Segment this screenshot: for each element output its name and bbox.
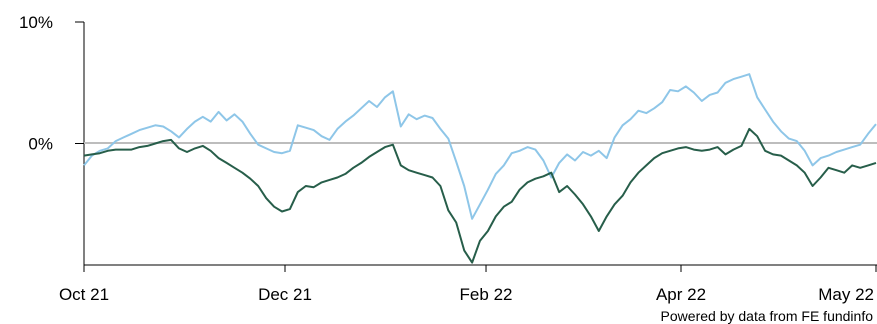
- x-axis-ticks: Oct 21 Dec 21 Feb 22 Apr 22 May 22: [59, 265, 877, 304]
- x-tick-label: Apr 22: [656, 285, 706, 304]
- y-tick-label: 10%: [19, 13, 53, 32]
- x-tick-label: Dec 21: [258, 285, 312, 304]
- x-tick-label: Feb 22: [460, 285, 513, 304]
- y-tick-label: 0%: [28, 135, 53, 154]
- series-layer: [83, 73, 877, 264]
- x-tick-label: Oct 21: [59, 285, 109, 304]
- series-line-2: [83, 127, 877, 264]
- credit-text: Powered by data from FE fundinfo: [661, 308, 874, 324]
- x-tick-label: May 22: [818, 285, 874, 304]
- y-axis-ticks: 10% 0%: [19, 13, 84, 154]
- series-line-1: [83, 73, 877, 220]
